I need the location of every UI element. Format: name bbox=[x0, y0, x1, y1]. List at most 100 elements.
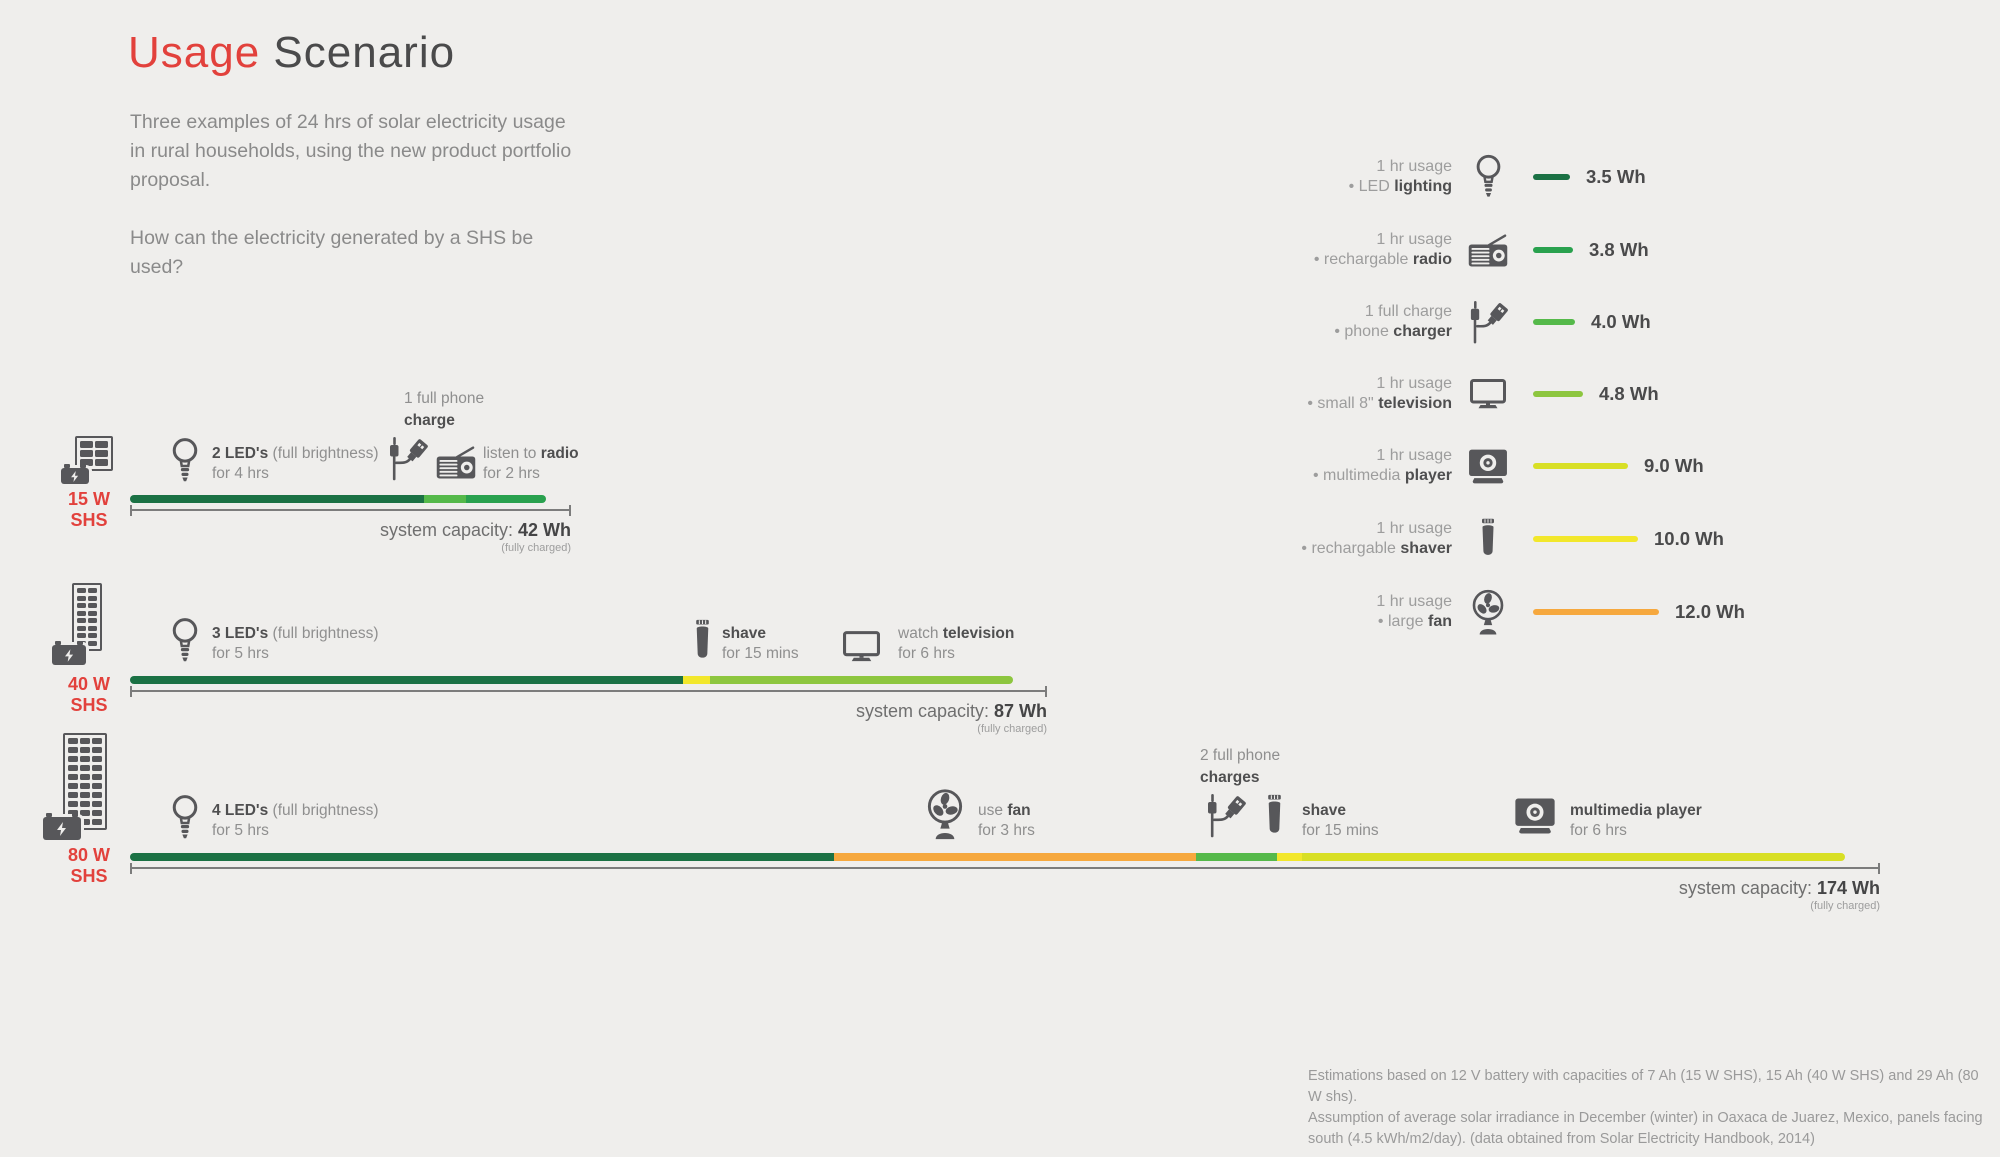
footnote: Estimations based on 12 V battery with c… bbox=[1308, 1066, 1988, 1150]
fan-icon bbox=[924, 788, 966, 840]
legend-item-radio: 1 hr usage • rechargable radio 3.8 Wh bbox=[0, 223, 2000, 277]
capacity-label: system capacity: 42 Wh (fully charged) bbox=[379, 520, 571, 554]
legend-line bbox=[1533, 463, 1628, 469]
annotation-television: watch television for 6 hrs bbox=[898, 625, 1015, 662]
solar-home-system-icon bbox=[42, 733, 112, 843]
footnote-line-1: Estimations based on 12 V battery with c… bbox=[1308, 1068, 1979, 1105]
legend-line bbox=[1533, 536, 1638, 542]
intro-paragraph: Three examples of 24 hrs of solar electr… bbox=[130, 111, 572, 191]
bulb-icon bbox=[170, 617, 200, 665]
charger-icon bbox=[1203, 792, 1249, 840]
annotation-phone-charges: 2 full phone charges bbox=[1200, 747, 1281, 786]
bar-segment-shaver bbox=[1276, 853, 1302, 861]
charger-icon bbox=[1458, 295, 1518, 349]
bulb-icon bbox=[170, 437, 200, 485]
bar-segment-charger bbox=[1196, 853, 1277, 861]
fan-icon bbox=[1458, 585, 1518, 639]
annotation-fan: use fan for 3 hrs bbox=[978, 802, 1035, 839]
media-player-icon bbox=[1458, 439, 1518, 493]
radio-icon bbox=[1458, 223, 1518, 277]
shaver-icon bbox=[692, 619, 713, 663]
usage-bar bbox=[130, 495, 571, 503]
solar-home-system-icon bbox=[58, 436, 120, 488]
bolt-icon bbox=[64, 648, 73, 662]
title-rest: Scenario bbox=[260, 28, 456, 77]
annotation-led: 2 LED's (full brightness) for 4 hrs bbox=[212, 445, 379, 482]
legend-label: 1 hr usage • large fan bbox=[1376, 593, 1452, 630]
legend-line bbox=[1533, 319, 1575, 325]
system-label: 40 W SHS bbox=[67, 674, 110, 715]
legend-item-fan: 1 hr usage • large fan 12.0 Wh bbox=[0, 585, 2000, 639]
media-player-icon bbox=[1514, 798, 1556, 834]
shaver-icon bbox=[1264, 794, 1285, 838]
legend-item-television: 1 hr usage • small 8" television 4.8 Wh bbox=[0, 367, 2000, 421]
title-accent: Usage bbox=[128, 28, 261, 77]
capacity-label: system capacity: 87 Wh (fully charged) bbox=[855, 701, 1047, 735]
page-title: Usage Scenario bbox=[128, 28, 455, 78]
usage-bar bbox=[130, 853, 1880, 861]
usage-bar bbox=[130, 676, 1047, 684]
annotation-shave: shave for 15 mins bbox=[1302, 802, 1379, 839]
battery-icon bbox=[61, 464, 89, 484]
system-label: 80 W SHS bbox=[67, 845, 110, 886]
legend-label: 1 hr usage • multimedia player bbox=[1313, 447, 1452, 484]
legend-line bbox=[1533, 391, 1583, 397]
bolt-icon bbox=[57, 821, 66, 836]
solar-home-system-icon bbox=[50, 583, 112, 668]
bar-segment-radio bbox=[465, 495, 546, 503]
legend-item-shaver: 1 hr usage • rechargable shaver 10.0 Wh bbox=[0, 512, 2000, 566]
legend-value: 9.0 Wh bbox=[1644, 455, 1704, 476]
annotation-multimedia-player: multimedia player for 6 hrs bbox=[1570, 802, 1702, 839]
bar-segment-shaver bbox=[683, 676, 710, 684]
legend-value: 12.0 Wh bbox=[1675, 601, 1745, 622]
bar-segment-charger bbox=[423, 495, 466, 503]
legend-item-phone-charger: 1 full charge • phone charger 4.0 Wh bbox=[0, 295, 2000, 349]
annotation-shave: shave for 15 mins bbox=[722, 625, 799, 662]
capacity-bracket bbox=[130, 686, 1047, 697]
legend-label: 1 hr usage • rechargable radio bbox=[1313, 231, 1452, 268]
solar-panel-icon bbox=[75, 436, 113, 471]
legend-item-led-lighting: 1 hr usage • LED lighting 3.5 Wh bbox=[0, 150, 2000, 204]
bar-segment-fan bbox=[834, 853, 1197, 861]
bar-segment-led bbox=[130, 676, 684, 684]
legend-value: 3.5 Wh bbox=[1586, 166, 1646, 187]
legend-line bbox=[1533, 609, 1659, 615]
annotation-led: 4 LED's (full brightness) for 5 hrs bbox=[212, 802, 379, 839]
footnote-line-2: Assumption of average solar irradiance i… bbox=[1308, 1110, 1983, 1147]
legend-value: 4.0 Wh bbox=[1591, 311, 1651, 332]
tv-icon bbox=[1458, 367, 1518, 421]
charger-icon bbox=[385, 435, 431, 483]
legend-label: 1 full charge • phone charger bbox=[1334, 303, 1452, 340]
shaver-icon bbox=[1458, 512, 1518, 566]
solar-panel-icon bbox=[72, 583, 102, 651]
annotation-radio: listen to radio for 2 hrs bbox=[483, 445, 579, 482]
battery-icon bbox=[52, 641, 86, 665]
bulb-icon bbox=[170, 794, 200, 842]
tv-icon bbox=[843, 631, 880, 662]
legend-value: 4.8 Wh bbox=[1599, 383, 1659, 404]
legend-label: 1 hr usage • LED lighting bbox=[1348, 158, 1452, 195]
radio-icon bbox=[436, 446, 476, 479]
legend-value: 3.8 Wh bbox=[1589, 239, 1649, 260]
legend-line bbox=[1533, 247, 1573, 253]
capacity-bracket bbox=[130, 505, 571, 516]
bulb-icon bbox=[1458, 150, 1518, 204]
legend-value: 10.0 Wh bbox=[1654, 528, 1724, 549]
intro-question: How can the electricity generated by a S… bbox=[130, 227, 534, 278]
bolt-icon bbox=[71, 470, 79, 482]
bar-segment-tv bbox=[709, 676, 1014, 684]
legend-line bbox=[1533, 174, 1570, 180]
annotation-led: 3 LED's (full brightness) for 5 hrs bbox=[212, 625, 379, 662]
bar-segment-led bbox=[130, 495, 424, 503]
legend-label: 1 hr usage • small 8" television bbox=[1307, 375, 1452, 412]
capacity-label: system capacity: 174 Wh (fully charged) bbox=[1678, 878, 1880, 912]
bar-segment-led bbox=[130, 853, 835, 861]
annotation-phone-charge: 1 full phone charge bbox=[404, 390, 485, 429]
system-label: 15 W SHS bbox=[67, 489, 110, 530]
battery-icon bbox=[43, 813, 81, 840]
capacity-bracket bbox=[130, 863, 1880, 874]
solar-panel-icon bbox=[63, 733, 107, 830]
legend-item-multimedia-player: 1 hr usage • multimedia player 9.0 Wh bbox=[0, 439, 2000, 493]
legend-label: 1 hr usage • rechargable shaver bbox=[1301, 520, 1452, 557]
